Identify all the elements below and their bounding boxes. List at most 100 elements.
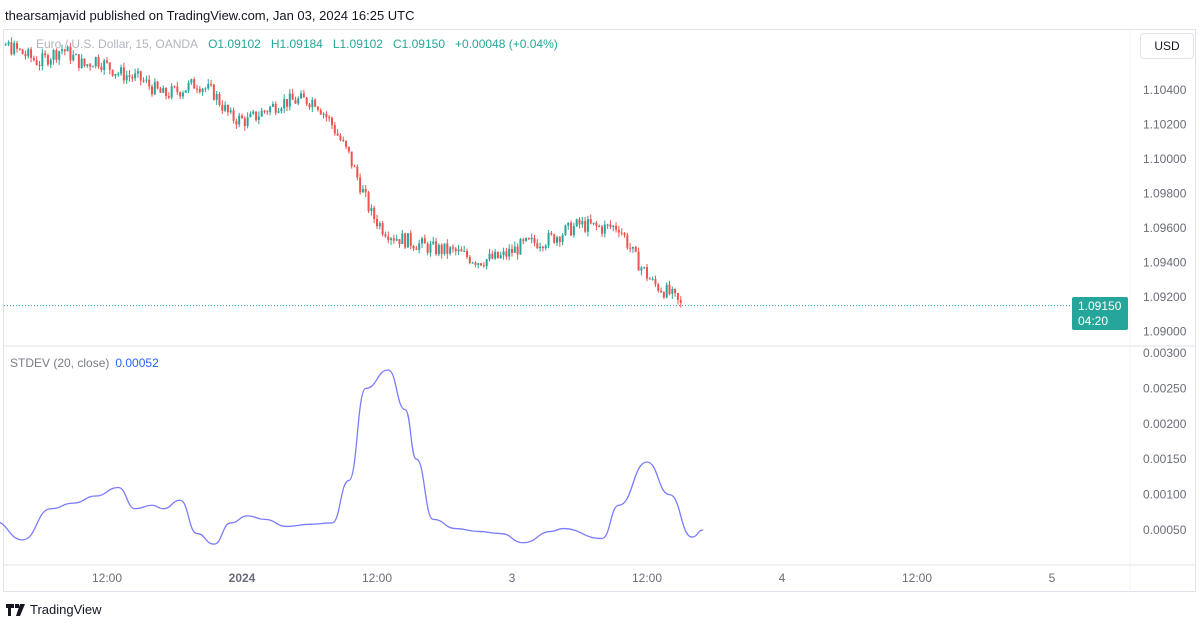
symbol-legend: Euro / U.S. Dollar, 15, OANDA O1.09102 H… bbox=[36, 37, 558, 51]
candle-body bbox=[404, 233, 407, 248]
tradingview-logo-icon bbox=[6, 603, 25, 616]
stdev-tick: 0.00100 bbox=[1143, 488, 1187, 502]
candle-body bbox=[477, 263, 480, 265]
candle-body bbox=[274, 103, 277, 113]
candle-body bbox=[353, 166, 356, 168]
stdev-tick: 0.00050 bbox=[1143, 523, 1187, 537]
price-tick: 1.09400 bbox=[1143, 256, 1187, 270]
legend-close: C1.09150 bbox=[392, 37, 445, 51]
candle-body bbox=[412, 246, 415, 249]
candle-body bbox=[153, 81, 156, 95]
candle-body bbox=[550, 232, 553, 235]
candle-body bbox=[511, 248, 513, 253]
candle-body bbox=[376, 218, 378, 227]
candle-body bbox=[449, 247, 452, 254]
symbol-name[interactable]: Euro / U.S. Dollar, 15, OANDA bbox=[36, 37, 199, 51]
stdev-tick: 0.00200 bbox=[1143, 417, 1187, 431]
candle-body bbox=[516, 246, 519, 255]
candle-body bbox=[55, 50, 58, 60]
candle-body bbox=[643, 267, 646, 269]
candle-body bbox=[215, 93, 218, 100]
candle-body bbox=[167, 96, 170, 98]
price-tick: 1.09600 bbox=[1143, 221, 1187, 235]
candle-body bbox=[674, 288, 677, 294]
candle-body bbox=[128, 75, 131, 77]
candle-body bbox=[373, 207, 376, 219]
candle-body bbox=[145, 79, 148, 81]
candle-body bbox=[443, 243, 446, 254]
candle-body bbox=[530, 237, 533, 240]
candle-body bbox=[606, 224, 609, 226]
candle-body bbox=[125, 75, 128, 81]
last-price: 1.09150 bbox=[1078, 299, 1122, 313]
candle-body bbox=[162, 88, 165, 93]
candle-body bbox=[488, 253, 491, 260]
publisher-header: thearsamjavid published on TradingView.c… bbox=[5, 8, 415, 23]
candle-body bbox=[390, 238, 393, 241]
candle-body bbox=[184, 90, 187, 93]
candle-body bbox=[27, 49, 30, 57]
candle-body bbox=[468, 256, 471, 263]
candle-body bbox=[676, 293, 679, 300]
candle-body bbox=[617, 229, 620, 233]
candle-body bbox=[72, 54, 75, 61]
candle-body bbox=[226, 105, 229, 113]
candle-body bbox=[505, 251, 508, 257]
candle-body bbox=[305, 97, 308, 105]
candle-body bbox=[333, 125, 336, 134]
candle-body bbox=[564, 225, 567, 236]
candle-body bbox=[212, 84, 215, 100]
candle-body bbox=[626, 235, 629, 248]
candle-body bbox=[325, 113, 328, 118]
candle-body bbox=[201, 88, 204, 93]
candle-body bbox=[603, 224, 606, 234]
indicator-legend[interactable]: STDEV (20, close) 0.00052 bbox=[10, 356, 159, 370]
candle-body bbox=[100, 66, 103, 71]
candle-body bbox=[364, 189, 367, 193]
bar-countdown: 04:20 bbox=[1078, 314, 1109, 328]
candle-body bbox=[179, 92, 182, 97]
candle-body bbox=[263, 110, 266, 112]
price-tick: 1.09000 bbox=[1143, 325, 1187, 339]
candle-body bbox=[41, 53, 44, 66]
candle-body bbox=[266, 111, 269, 113]
candle-body bbox=[398, 239, 401, 245]
candle-body bbox=[7, 42, 10, 45]
candle-body bbox=[519, 239, 522, 255]
candle-body bbox=[204, 88, 207, 90]
candle-body bbox=[592, 222, 595, 224]
candle-body bbox=[502, 251, 505, 256]
candle-body bbox=[196, 88, 198, 90]
candle-body bbox=[463, 250, 466, 252]
candle-body bbox=[120, 67, 123, 74]
legend-open: O1.09102 bbox=[208, 37, 261, 51]
candle-body bbox=[291, 93, 294, 100]
candle-body bbox=[277, 111, 280, 113]
time-tick: 4 bbox=[779, 571, 786, 585]
candle-body bbox=[598, 225, 601, 227]
candle-body bbox=[94, 57, 97, 67]
candle-body bbox=[283, 99, 286, 109]
candle-body bbox=[615, 225, 618, 230]
candle-body bbox=[328, 117, 331, 119]
price-tick: 1.09200 bbox=[1143, 290, 1187, 304]
candle-body bbox=[471, 262, 474, 264]
candle-body bbox=[21, 49, 24, 55]
candle-body bbox=[541, 246, 544, 249]
candle-body bbox=[601, 226, 603, 234]
candle-body bbox=[437, 244, 440, 255]
candle-body bbox=[662, 292, 665, 298]
candle-body bbox=[44, 53, 47, 56]
candle-body bbox=[525, 238, 528, 241]
candle-body bbox=[106, 60, 108, 63]
time-tick: 3 bbox=[509, 571, 516, 585]
stdev-tick: 0.00150 bbox=[1143, 452, 1187, 466]
time-tick: 12:00 bbox=[902, 571, 932, 585]
tradingview-logo[interactable]: TradingView bbox=[6, 602, 102, 617]
candle-body bbox=[508, 248, 511, 257]
candle-body bbox=[319, 109, 322, 115]
candle-body bbox=[660, 290, 663, 293]
currency-button[interactable]: USD bbox=[1140, 33, 1194, 59]
candle-body bbox=[221, 104, 224, 111]
